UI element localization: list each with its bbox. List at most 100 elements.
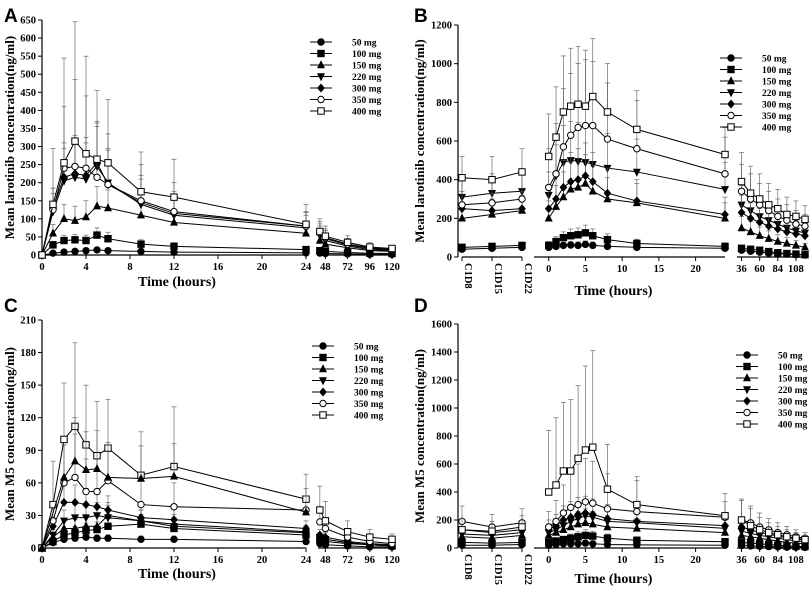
- y-tick-label: 1000: [431, 404, 452, 415]
- data-point: [552, 194, 560, 204]
- y-tick-label: 200: [436, 214, 452, 225]
- data-point: [566, 177, 575, 187]
- series-400-mg: [458, 38, 809, 224]
- legend-label: 220 mg: [352, 73, 382, 83]
- y-tick-label: 550: [20, 52, 36, 63]
- data-point: [589, 92, 597, 101]
- data-point: [137, 500, 145, 509]
- data-point: [544, 213, 553, 222]
- data-point: [321, 517, 330, 525]
- legend-label: 300 mg: [354, 389, 384, 399]
- data-point: [559, 535, 568, 544]
- data-point: [104, 246, 112, 255]
- data-point: [632, 168, 641, 177]
- legend-label: 50 mg: [778, 352, 803, 362]
- data-point: [59, 523, 69, 532]
- x-tick-label: 36: [736, 264, 747, 275]
- series-line: [548, 512, 726, 531]
- legend-marker: [726, 76, 736, 85]
- data-point: [137, 197, 145, 205]
- data-point: [755, 195, 764, 203]
- data-point: [574, 509, 582, 519]
- data-point: [81, 521, 91, 530]
- data-point: [82, 533, 90, 541]
- data-point: [791, 240, 800, 249]
- data-point: [765, 201, 773, 209]
- series-line: [41, 205, 307, 256]
- y-tick-label: 200: [436, 516, 452, 527]
- data-point: [559, 192, 568, 201]
- data-point: [82, 487, 90, 496]
- data-point: [746, 189, 755, 197]
- data-point: [170, 242, 178, 251]
- data-point: [315, 235, 324, 244]
- chart-panel-a: A050100150200250300350400450500550600650…: [2, 6, 400, 290]
- data-point: [783, 249, 791, 258]
- data-point: [581, 539, 590, 547]
- data-point: [60, 497, 68, 507]
- data-point: [774, 204, 782, 213]
- data-point: [49, 500, 57, 509]
- data-point: [458, 174, 466, 182]
- data-point: [366, 533, 374, 541]
- x-tick-label: 24: [301, 555, 312, 566]
- legend-marker: [743, 362, 751, 371]
- x-tick-label: 0: [39, 555, 44, 566]
- x-axis-title: Time (hours): [138, 567, 216, 582]
- data-point: [801, 222, 809, 230]
- data-point: [82, 164, 90, 172]
- series-line: [548, 175, 726, 215]
- legend-label: 350 mg: [352, 96, 382, 106]
- x-tick-label: 84: [773, 555, 784, 566]
- legend-label: 350 mg: [778, 409, 808, 419]
- data-point: [574, 182, 583, 191]
- legend-label: 150 mg: [354, 366, 384, 376]
- data-point: [721, 538, 729, 546]
- series-line: [548, 182, 726, 219]
- data-point: [518, 241, 526, 250]
- data-point: [104, 180, 112, 189]
- data-point: [783, 210, 791, 219]
- x-tick-label: 120: [384, 555, 400, 566]
- data-point: [792, 250, 800, 258]
- data-point: [588, 186, 597, 195]
- data-point: [93, 534, 101, 542]
- data-point: [343, 238, 352, 247]
- y-tick-label: 180: [20, 348, 36, 359]
- legend-label: 100 mg: [354, 354, 384, 364]
- data-point: [721, 170, 729, 178]
- data-point: [70, 514, 80, 523]
- data-point: [633, 145, 641, 153]
- series-line: [41, 249, 307, 256]
- series-350-mg: [458, 59, 809, 230]
- data-point: [321, 532, 330, 542]
- data-point: [581, 446, 590, 454]
- data-point: [801, 215, 809, 224]
- data-point: [71, 473, 79, 482]
- legend-marker: [319, 399, 327, 408]
- data-point: [544, 204, 553, 214]
- data-point: [458, 538, 466, 547]
- series-line: [41, 165, 307, 256]
- x-tick-label: 96: [365, 555, 376, 566]
- data-point: [783, 533, 791, 541]
- data-point: [552, 481, 560, 489]
- x-tick-label: 72: [342, 262, 353, 273]
- data-point: [764, 221, 773, 231]
- data-point: [603, 235, 612, 244]
- data-point: [71, 247, 79, 256]
- y-tick-label: 30: [26, 511, 37, 522]
- data-point: [49, 241, 57, 249]
- data-point: [458, 201, 466, 209]
- data-point: [720, 186, 730, 195]
- x-tick-label: C1D15: [492, 554, 503, 585]
- panel-label: D: [414, 296, 428, 317]
- data-point: [567, 102, 575, 110]
- data-point: [581, 229, 590, 237]
- x-tick-label: 36: [736, 555, 747, 566]
- data-point: [782, 238, 791, 247]
- y-tick-label: 0: [31, 544, 36, 555]
